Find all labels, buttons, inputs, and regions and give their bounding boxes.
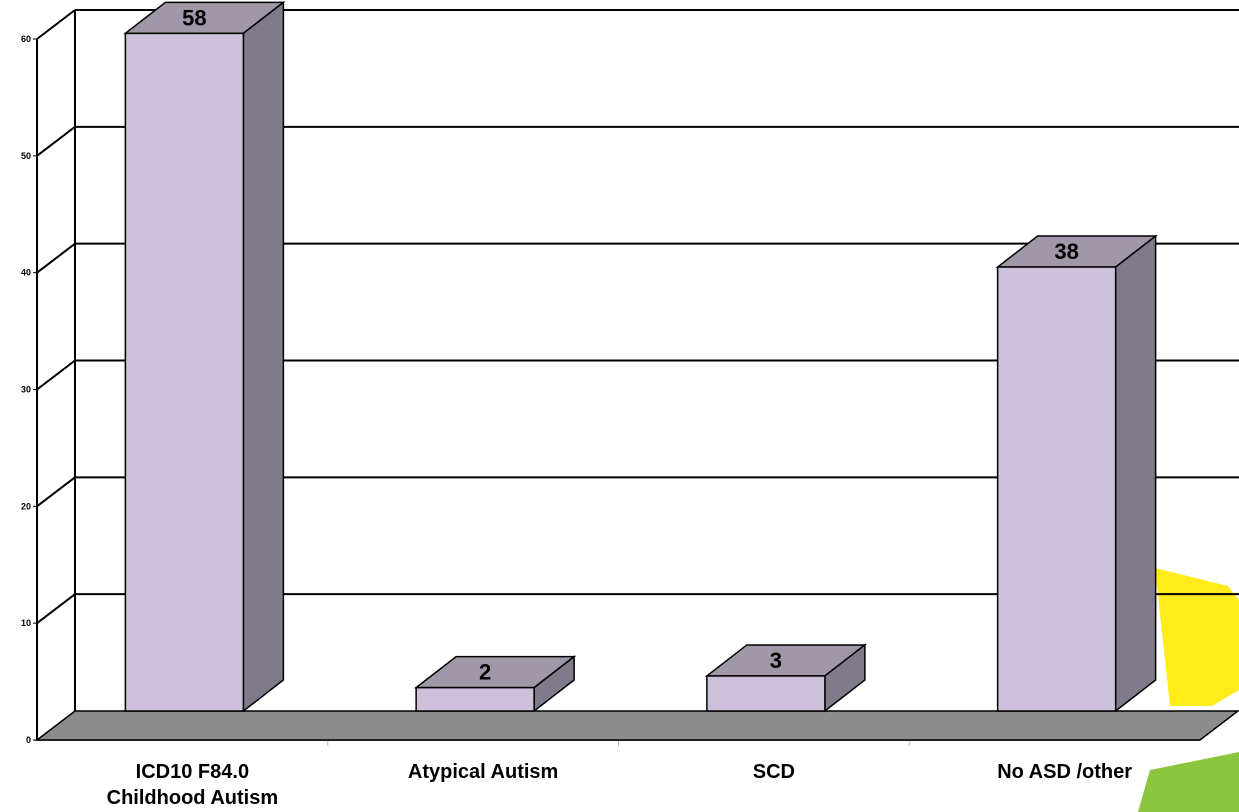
background-decoration	[1138, 568, 1239, 812]
y-axis-tick-labels: 0 10 20 30 40 50 60	[21, 34, 31, 745]
gridline-side	[36, 476, 76, 508]
bar-side-face	[242, 0, 285, 713]
bar	[413, 655, 577, 713]
data-label: 2	[479, 660, 491, 685]
bar-front-face	[415, 686, 535, 712]
y-tick-label: 20	[21, 501, 31, 511]
gridline-side	[36, 9, 76, 40]
y-tick-label: 60	[21, 34, 31, 44]
y-tick-label: 10	[21, 618, 31, 628]
bar	[704, 643, 868, 713]
data-label: 58	[182, 5, 206, 30]
bar-front-face	[706, 675, 826, 712]
data-labels: 58 2 3 38	[182, 5, 1079, 684]
gridline-side	[36, 126, 76, 157]
green-decor-shape	[1138, 752, 1239, 812]
bars	[123, 0, 1158, 713]
category-label: Atypical Autism	[408, 761, 558, 783]
category-label: Childhood Autism	[107, 787, 278, 809]
data-label: 3	[770, 648, 782, 673]
gridline-side	[36, 359, 76, 391]
bar-front-face	[124, 32, 245, 712]
data-label: 38	[1054, 239, 1078, 264]
category-label: SCD	[753, 761, 795, 783]
y-tick-label: 0	[26, 735, 31, 745]
y-tick-label: 40	[21, 268, 31, 278]
gridline-side	[36, 593, 76, 624]
yellow-decor-shape	[1155, 568, 1239, 706]
y-tick-label: 30	[21, 385, 31, 395]
bar	[123, 0, 286, 713]
y-tick-label: 50	[21, 151, 31, 161]
floor-plane	[34, 710, 1239, 741]
bar	[995, 234, 1158, 713]
category-labels: ICD10 F84.0 Childhood Autism Atypical Auti…	[107, 761, 1133, 809]
bar-front-face	[996, 266, 1117, 712]
chart-floor	[34, 710, 1239, 741]
category-label: No ASD /other	[997, 761, 1132, 783]
gridline-side	[36, 242, 76, 274]
category-label: ICD10 F84.0	[136, 761, 249, 783]
bar-side-face	[1114, 234, 1157, 713]
